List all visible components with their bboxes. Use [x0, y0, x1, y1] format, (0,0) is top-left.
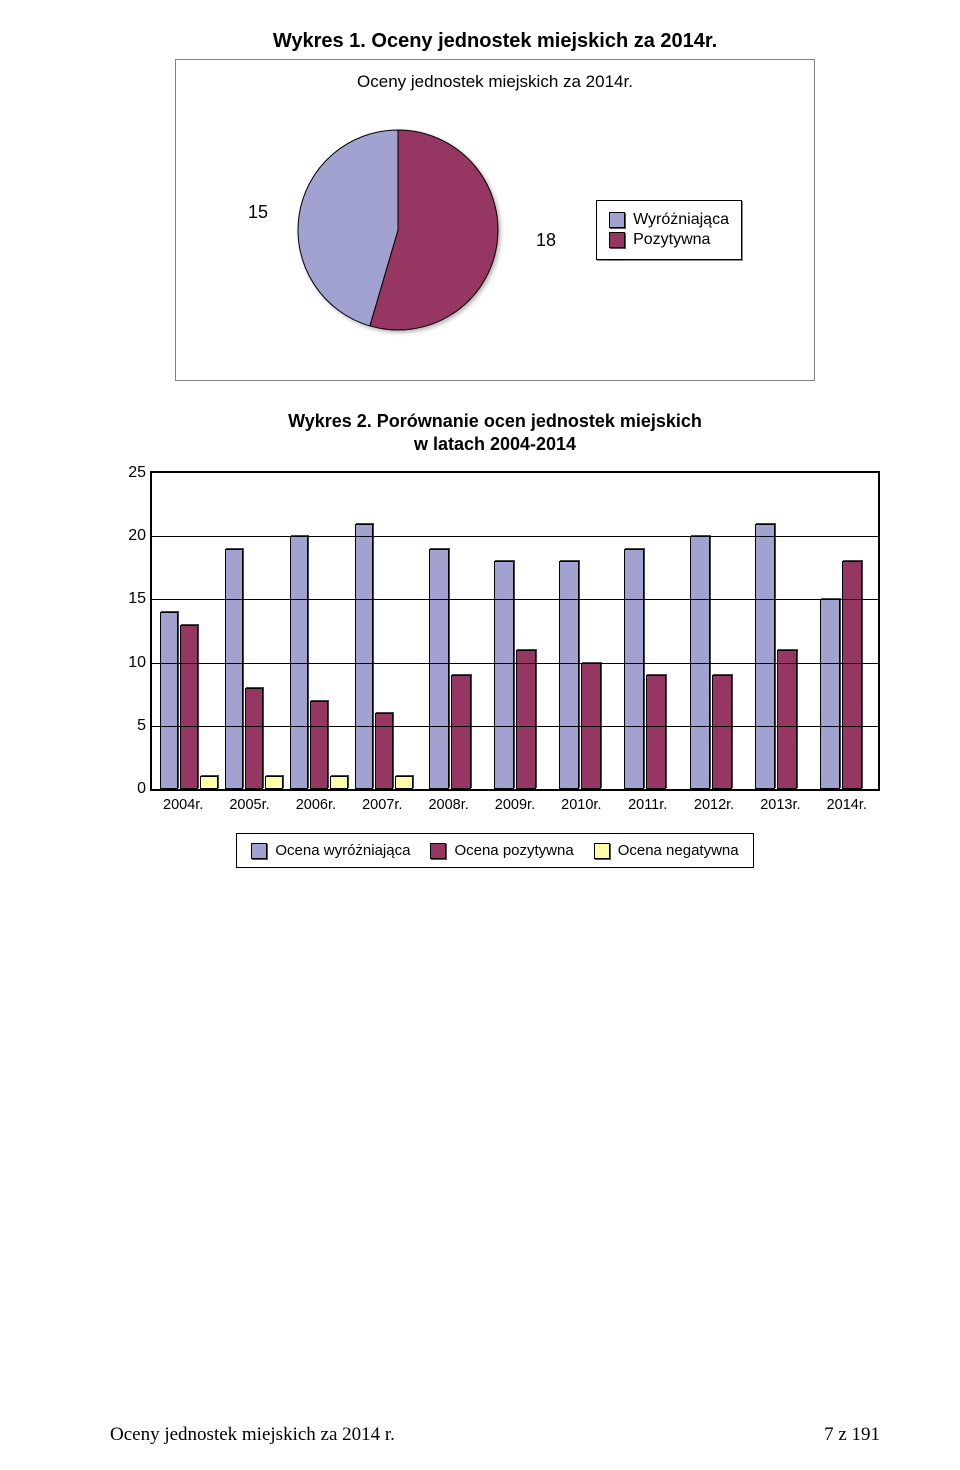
pie-legend-label-0: Wyróżniająca — [633, 211, 729, 229]
bar-legend-item: Ocena wyróżniająca — [251, 842, 410, 859]
bar — [180, 625, 198, 789]
pie-chart-panel: Oceny jednostek miejskich za 2014r. 15 1… — [175, 59, 815, 381]
bar — [429, 549, 449, 789]
pie-row: 15 18 Wyróżniająca Pozytywna — [192, 120, 798, 360]
x-tick-label: 2013r. — [751, 797, 809, 813]
y-tick-label: 0 — [112, 780, 146, 798]
pie-value-right: 18 — [536, 230, 556, 251]
grid-line — [152, 536, 878, 537]
bar — [225, 549, 243, 789]
bar-group — [551, 561, 609, 789]
pie-legend-swatch-1 — [609, 232, 625, 248]
bar-plot-area: 0510152025 — [150, 471, 880, 791]
bar — [755, 524, 775, 789]
y-tick-label: 25 — [112, 464, 146, 482]
bar — [245, 688, 263, 789]
x-tick-label: 2010r. — [552, 797, 610, 813]
bar — [494, 561, 514, 789]
bar-group — [160, 612, 218, 789]
pie-legend-item-0: Wyróżniająca — [609, 211, 729, 229]
grid-line — [152, 599, 878, 600]
bar-legend-swatch — [430, 843, 446, 859]
bar-legend-item: Ocena pozytywna — [430, 842, 573, 859]
bar-legend-label: Ocena pozytywna — [454, 842, 573, 859]
bar — [265, 776, 283, 789]
bar — [160, 612, 178, 789]
page: Wykres 1. Oceny jednostek miejskich za 2… — [0, 0, 960, 1470]
pie-value-left: 15 — [248, 202, 268, 223]
y-tick-label: 5 — [112, 717, 146, 735]
bar — [451, 675, 471, 789]
bar-group — [421, 549, 479, 789]
bar-group — [812, 561, 870, 789]
bar — [820, 599, 840, 789]
bar — [646, 675, 666, 789]
pie-legend-swatch-0 — [609, 212, 625, 228]
bar-chart: 0510152025 2004r. 2005r. 2006r. 2007r. 2008r… — [110, 471, 880, 868]
x-tick-label: 2012r. — [685, 797, 743, 813]
bar-legend-label: Ocena wyróżniająca — [275, 842, 410, 859]
x-tick-label: 2009r. — [486, 797, 544, 813]
chart1-main-title: Wykres 1. Oceny jednostek miejskich za 2… — [110, 30, 880, 53]
pie-panel-title: Oceny jednostek miejskich za 2014r. — [192, 72, 798, 92]
footer-right: 7 z 191 — [824, 1424, 880, 1446]
bar — [842, 561, 862, 789]
bar-legend-item: Ocena negatywna — [594, 842, 739, 859]
bar-group — [747, 524, 805, 789]
bar-x-labels: 2004r. 2005r. 2006r. 2007r. 2008r. 2009r. 2010… — [150, 797, 880, 813]
bar — [516, 650, 536, 789]
x-tick-label: 2004r. — [154, 797, 212, 813]
pie-legend-label-1: Pozytywna — [633, 231, 710, 249]
pie-legend-item-1: Pozytywna — [609, 231, 729, 249]
bar-group — [616, 549, 674, 789]
pie-chart — [288, 120, 508, 340]
bar — [559, 561, 579, 789]
x-tick-label: 2007r. — [353, 797, 411, 813]
bar-legend: Ocena wyróżniająca Ocena pozytywna Ocena n… — [236, 833, 753, 868]
bar — [310, 701, 328, 789]
bar-legend-swatch — [594, 843, 610, 859]
bar-group — [225, 549, 283, 789]
bar — [777, 650, 797, 789]
pie-legend: Wyróżniająca Pozytywna — [596, 200, 742, 260]
bar-group — [355, 524, 413, 789]
bar — [200, 776, 218, 789]
y-tick-label: 20 — [112, 527, 146, 545]
grid-line — [152, 663, 878, 664]
chart2-title-line1: Wykres 2. Porównanie ocen jednostek miej… — [110, 411, 880, 432]
bar-legend-swatch — [251, 843, 267, 859]
bar-group — [486, 561, 544, 789]
x-tick-label: 2006r. — [287, 797, 345, 813]
y-tick-label: 15 — [112, 590, 146, 608]
bar — [712, 675, 732, 789]
x-tick-label: 2008r. — [420, 797, 478, 813]
bar — [330, 776, 348, 789]
x-tick-label: 2014r. — [818, 797, 876, 813]
chart2-title-line2: w latach 2004-2014 — [110, 434, 880, 455]
bar — [375, 713, 393, 789]
grid-line — [152, 726, 878, 727]
bar-legend-label: Ocena negatywna — [618, 842, 739, 859]
bars-container — [152, 473, 878, 789]
bar — [624, 549, 644, 789]
x-tick-label: 2011r. — [619, 797, 677, 813]
footer-left: Oceny jednostek miejskich za 2014 r. — [110, 1424, 395, 1446]
y-tick-label: 10 — [112, 654, 146, 672]
x-tick-label: 2005r. — [221, 797, 279, 813]
page-footer: Oceny jednostek miejskich za 2014 r. 7 z… — [110, 1424, 880, 1446]
bar — [395, 776, 413, 789]
bar — [355, 524, 373, 789]
